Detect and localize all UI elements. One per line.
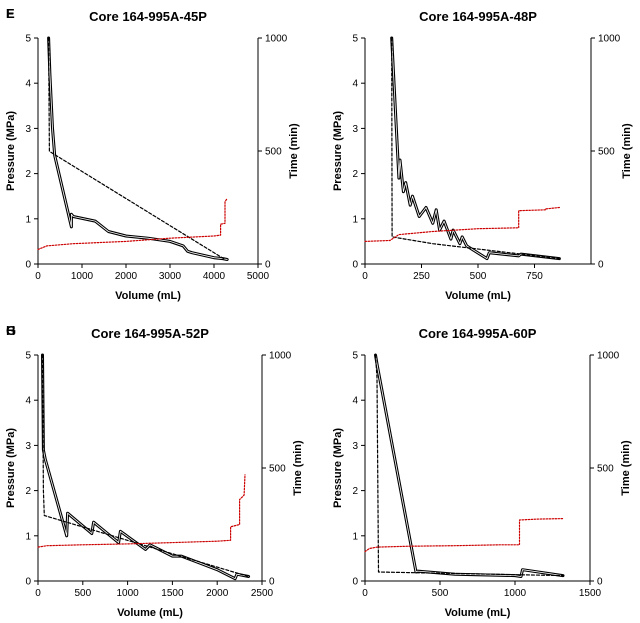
y-tick-label: 5 [352, 351, 358, 362]
y-tick-label: 1 [352, 214, 358, 225]
chart-title: Core 164-995A-52P [91, 326, 209, 341]
y-tick-label: 5 [352, 34, 358, 45]
x-tick-label: 1500 [161, 588, 184, 599]
y-axis-label: Pressure (MPa) [332, 428, 344, 508]
y2-tick-label: 500 [598, 147, 615, 158]
x-axis-label: Volume (mL) [445, 290, 511, 302]
y-tick-label: 5 [25, 351, 31, 362]
y-tick-label: 1 [25, 531, 31, 542]
x-tick-label: 750 [526, 271, 543, 282]
x-tick-label: 250 [413, 271, 430, 282]
pressure-volume-line-highlight [391, 37, 560, 260]
y-tick-label: 4 [352, 79, 358, 90]
pressure-volume-line-highlight [375, 354, 564, 577]
pressure-volume-line [390, 36, 561, 261]
y2-axis-label: Time (min) [620, 440, 632, 496]
y-tick-label: 0 [352, 260, 358, 271]
x-tick-label: 2000 [115, 271, 138, 282]
x-tick-label: 0 [35, 588, 41, 599]
y-tick-label: 2 [352, 486, 358, 497]
x-tick-label: 2500 [251, 588, 274, 599]
y-tick-label: 0 [352, 577, 358, 588]
y-tick-label: 0 [25, 577, 31, 588]
y2-tick-label: 0 [269, 577, 275, 588]
x-tick-label: 1000 [116, 588, 139, 599]
chart-title: Core 164-995A-48P [419, 9, 537, 24]
dashed-line [391, 37, 561, 260]
panel-label: F [6, 6, 14, 21]
y-tick-label: 3 [352, 124, 358, 135]
time-line [364, 206, 561, 242]
pressure-volume-line [47, 36, 229, 261]
y-tick-label: 4 [352, 396, 358, 407]
y-tick-label: 3 [352, 441, 358, 452]
y2-tick-label: 1000 [269, 351, 292, 362]
x-tick-label: 1500 [579, 588, 602, 599]
panel-label: E [6, 6, 15, 21]
pressure-volume-line-highlight [48, 37, 228, 260]
y2-tick-label: 1000 [597, 351, 620, 362]
y-tick-label: 2 [352, 169, 358, 180]
time-line [364, 517, 564, 553]
time-line [37, 197, 228, 251]
y-tick-label: 3 [25, 124, 31, 135]
panel-label: H [6, 323, 15, 338]
y2-tick-label: 0 [265, 260, 271, 271]
y-tick-label: 0 [25, 260, 31, 271]
x-axis-label: Volume (mL) [115, 290, 181, 302]
y-axis-label: Pressure (MPa) [5, 428, 17, 508]
x-tick-label: 4000 [203, 271, 226, 282]
dashed-line [47, 37, 226, 261]
chart-title: Core 164-995A-45P [89, 9, 207, 24]
chart-title: Core 164-995A-60P [419, 326, 537, 341]
y2-tick-label: 500 [269, 464, 286, 475]
x-tick-label: 500 [74, 588, 91, 599]
y2-tick-label: 500 [597, 464, 614, 475]
pressure-volume-line [374, 353, 565, 578]
x-tick-label: 3000 [159, 271, 182, 282]
y-tick-label: 2 [25, 486, 31, 497]
dashed-line [374, 354, 564, 577]
y-tick-label: 1 [25, 214, 31, 225]
time-line [37, 474, 246, 548]
x-tick-label: 1000 [504, 588, 527, 599]
pressure-volume-line-highlight [42, 354, 250, 580]
y2-tick-label: 500 [265, 147, 282, 158]
y-axis-label: Pressure (MPa) [5, 111, 17, 191]
dashed-line [41, 354, 250, 578]
y2-tick-label: 0 [598, 260, 604, 271]
x-tick-label: 0 [362, 271, 368, 282]
y2-axis-label: Time (min) [621, 123, 633, 179]
y-tick-label: 4 [25, 79, 31, 90]
x-axis-label: Volume (mL) [117, 607, 183, 619]
x-tick-label: 5000 [247, 271, 270, 282]
y2-tick-label: 1000 [265, 34, 288, 45]
y2-axis-label: Time (min) [292, 440, 304, 496]
x-tick-label: 500 [470, 271, 487, 282]
x-tick-label: 500 [432, 588, 449, 599]
y2-tick-label: 0 [597, 577, 603, 588]
y-axis-label: Pressure (MPa) [332, 111, 344, 191]
x-axis-label: Volume (mL) [445, 607, 511, 619]
y-tick-label: 3 [25, 441, 31, 452]
y-tick-label: 2 [25, 169, 31, 180]
y-tick-label: 1 [352, 531, 358, 542]
y2-tick-label: 1000 [598, 34, 621, 45]
x-tick-label: 0 [35, 271, 41, 282]
y2-axis-label: Time (min) [288, 123, 300, 179]
panel-label: G [6, 323, 16, 338]
x-tick-label: 0 [362, 588, 368, 599]
y-tick-label: 5 [25, 34, 31, 45]
x-tick-label: 2000 [206, 588, 229, 599]
x-tick-label: 1000 [71, 271, 94, 282]
y-tick-label: 4 [25, 396, 31, 407]
